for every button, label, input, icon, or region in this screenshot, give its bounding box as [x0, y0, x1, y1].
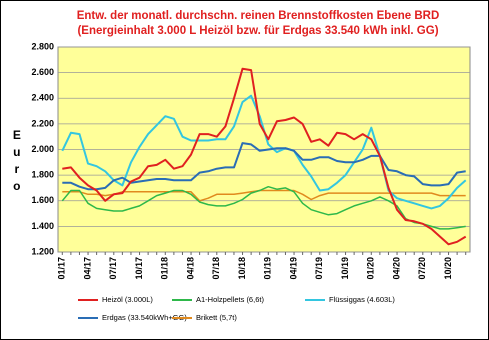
legend-label: Heizöl (3.000L): [102, 295, 153, 304]
x-tick-label: 04/17: [82, 257, 92, 280]
y-tick-label: 1.600: [31, 195, 54, 205]
y-tick-label: 2.400: [31, 93, 54, 103]
legend-label: Erdgas (33.540kWh+GG): [102, 313, 187, 322]
x-tick-label: 04/19: [288, 257, 298, 280]
x-tick-label: 01/17: [57, 257, 67, 280]
x-tick-label: 10/19: [340, 257, 350, 280]
legend-label: Brikett (5,7t): [196, 313, 237, 322]
x-tick-label: 01/19: [263, 257, 273, 280]
y-tick-label: 1.200: [31, 246, 54, 256]
x-tick-label: 10/20: [443, 257, 453, 280]
x-tick-label: 04/18: [185, 257, 195, 280]
y-tick-label: 1.400: [31, 221, 54, 231]
legend-label: Flüssiggas (4.603L): [329, 295, 395, 304]
y-axis-label: Euro: [10, 128, 24, 196]
x-tick-label: 10/18: [237, 257, 247, 280]
x-tick-label: 07/19: [314, 257, 324, 280]
chart-subtitle: (Energieinhalt 3.000 L Heizöl bzw. für E…: [77, 25, 438, 37]
series-line: [61, 185, 466, 230]
y-tick-label: 2.200: [31, 118, 54, 128]
series-line: [62, 67, 467, 246]
x-tick-label: 01/20: [366, 257, 376, 280]
x-tick-label: 07/17: [108, 257, 118, 280]
series-line: [62, 189, 466, 202]
x-tick-label: 07/18: [211, 257, 221, 280]
y-tick-label: 2.000: [31, 144, 54, 154]
legend-label: A1-Holzpellets (6,6t): [196, 295, 264, 304]
y-tick-label: 2.800: [31, 41, 54, 51]
chart-title: Entw. der monatl. durchschn. reinen Bren…: [77, 10, 440, 22]
x-tick-label: 01/18: [160, 257, 170, 280]
y-tick-label: 1.800: [31, 170, 54, 180]
x-tick-label: 04/20: [391, 257, 401, 280]
x-tick-label: 10/17: [134, 257, 144, 280]
x-tick-label: 07/20: [417, 257, 427, 280]
y-tick-label: 2.600: [31, 67, 54, 77]
